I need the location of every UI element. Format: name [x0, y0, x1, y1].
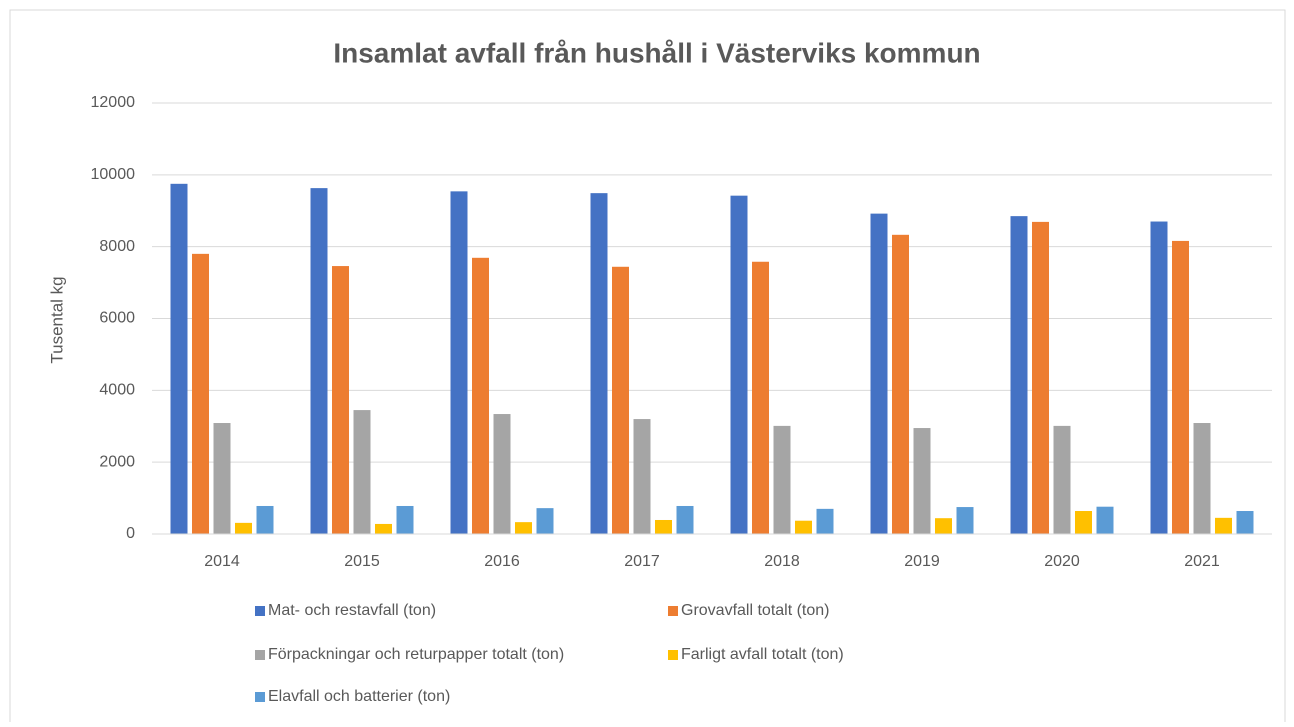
bar	[892, 234, 909, 535]
chart-border	[9, 9, 1286, 727]
bar	[730, 195, 748, 535]
bar	[633, 419, 651, 534]
bar	[913, 428, 931, 534]
bar	[310, 188, 328, 534]
bar	[472, 257, 489, 534]
legend-swatch	[255, 606, 265, 616]
bar	[870, 213, 888, 534]
bar	[213, 423, 231, 534]
x-tick-label: 2016	[484, 553, 520, 570]
y-tick-label: 12000	[91, 94, 136, 111]
legend-label: Mat- och restavfall (ton)	[268, 602, 436, 619]
bar	[935, 518, 952, 534]
bar	[192, 253, 209, 534]
legend-swatch	[668, 650, 678, 660]
bar	[170, 183, 188, 534]
bar	[1010, 216, 1028, 534]
x-tick-label: 2021	[1184, 553, 1220, 570]
x-tick-label: 2017	[624, 553, 660, 570]
y-axis-label: Tusental kg	[47, 276, 66, 363]
bar	[1053, 425, 1071, 534]
bar	[676, 505, 694, 534]
bar	[816, 508, 834, 534]
bar	[375, 523, 392, 534]
x-tick-label: 2015	[344, 553, 380, 570]
bar	[1150, 221, 1168, 534]
legend-label: Förpackningar och returpapper totalt (to…	[268, 646, 564, 663]
bar	[590, 193, 608, 535]
bar	[450, 191, 468, 535]
bar	[332, 266, 349, 534]
bar	[752, 261, 769, 534]
bar	[235, 522, 252, 534]
x-tick-label: 2019	[904, 553, 940, 570]
bar	[1193, 423, 1211, 534]
legend-swatch	[255, 650, 265, 660]
bar	[493, 414, 511, 534]
legend-label: Farligt avfall totalt (ton)	[681, 646, 844, 663]
y-tick-label: 0	[126, 525, 135, 542]
bar	[655, 519, 672, 534]
bar	[353, 410, 371, 534]
bar	[1172, 240, 1189, 535]
bar	[773, 425, 791, 534]
bar	[536, 508, 554, 534]
bar	[1096, 506, 1114, 534]
bar	[795, 520, 812, 534]
bar	[1215, 517, 1232, 534]
y-tick-label: 6000	[99, 310, 135, 327]
chart-title: Insamlat avfall från hushåll i Västervik…	[333, 37, 980, 68]
legend-label: Elavfall och batterier (ton)	[268, 688, 450, 705]
x-tick-label: 2020	[1044, 553, 1080, 570]
bar	[515, 522, 532, 534]
x-tick-label: 2014	[204, 553, 240, 570]
bar	[256, 505, 274, 534]
x-tick-label: 2018	[764, 553, 800, 570]
y-tick-label: 4000	[99, 382, 135, 399]
bar	[1032, 221, 1049, 535]
bar	[1075, 511, 1092, 534]
y-tick-label: 10000	[91, 166, 136, 183]
legend-swatch	[668, 606, 678, 616]
bar	[396, 505, 414, 534]
legend-label: Grovavfall totalt (ton)	[681, 602, 830, 619]
bar	[612, 266, 629, 534]
y-tick-label: 2000	[99, 453, 135, 470]
bar	[956, 507, 974, 534]
legend-swatch	[255, 692, 265, 702]
bar	[1236, 511, 1254, 534]
y-tick-label: 8000	[99, 238, 135, 255]
